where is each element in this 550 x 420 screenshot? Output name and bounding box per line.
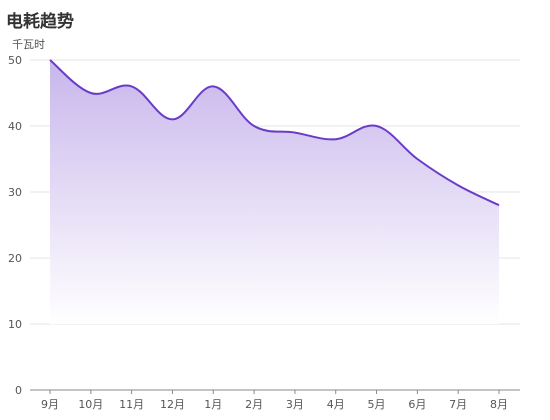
series-line [49,59,500,207]
x-tick-label: 4月 [327,398,345,411]
y-tick-label: 40 [8,120,22,133]
x-tick-label: 5月 [368,398,386,411]
series-area [50,60,499,324]
x-tick-label: 3月 [286,398,304,411]
x-tick-label: 6月 [408,398,426,411]
y-axis-unit-label: 千瓦时 [12,38,45,51]
y-tick-label: 0 [15,384,22,397]
y-axis-ticks: 0 10 20 30 40 50 [8,54,22,397]
y-tick-label: 20 [8,252,22,265]
x-axis-ticks: 9月 10月 11月 12月 1月 2月 3月 4月 5月 6月 7月 8月 [41,390,508,411]
x-tick-label: 9月 [41,398,59,411]
y-tick-label: 10 [8,318,22,331]
y-tick-label: 50 [8,54,22,67]
x-tick-label: 11月 [119,398,144,411]
x-tick-label: 7月 [449,398,467,411]
chart-title: 电耗趋势 [6,12,74,32]
x-tick-label: 1月 [204,398,222,411]
x-tick-label: 8月 [490,398,508,411]
x-tick-label: 10月 [78,398,103,411]
x-tick-label: 2月 [245,398,263,411]
y-tick-label: 30 [8,186,22,199]
x-tick-label: 12月 [160,398,185,411]
